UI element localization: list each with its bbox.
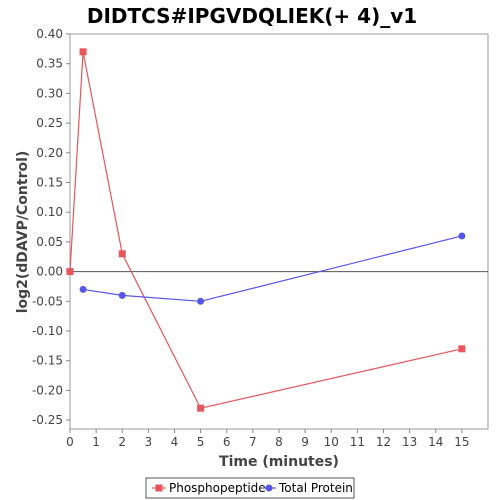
x-tick-label: 2: [118, 435, 126, 449]
x-tick-label: 4: [171, 435, 179, 449]
phosphopeptide-point: [79, 48, 87, 56]
legend-total-protein-label: Total Protein: [278, 481, 353, 495]
x-tick-label: 14: [428, 435, 443, 449]
y-tick-label: -0.15: [32, 354, 63, 368]
y-tick-label: -0.20: [32, 383, 63, 397]
total-protein-series-line: [82, 235, 463, 302]
legend-total-protein-marker: [265, 484, 273, 492]
y-tick-label: -0.25: [32, 413, 63, 427]
y-tick-label: 0.10: [36, 205, 63, 219]
y-axis-label: log2(dDAVP/Control): [15, 151, 31, 314]
y-axis: -0.25 -0.20 -0.15 -0.10 -0.05 0.00 0.05 0.10 0.1…: [32, 27, 70, 427]
x-tick-label: 10: [324, 435, 339, 449]
x-tick-label: 1: [92, 435, 100, 449]
phosphopeptide-point: [118, 250, 126, 258]
x-tick-label: 8: [275, 435, 283, 449]
y-tick-label: 0.35: [36, 57, 63, 71]
total-protein-point: [458, 232, 466, 240]
x-tick-label: 3: [145, 435, 153, 449]
plot-area: [69, 33, 489, 430]
x-tick-label: 13: [402, 435, 417, 449]
y-tick-label: 0.15: [36, 175, 63, 189]
x-axis: 0 1 2 3 4 5 6 7 8 9 10 11 12 13 14 15: [66, 429, 470, 449]
total-protein-point: [118, 291, 126, 299]
chart-title: DIDTCS#IPGVDQLIEK(+ 4)_v1: [87, 4, 417, 28]
x-tick-label: 7: [249, 435, 257, 449]
x-tick-label: 5: [197, 435, 205, 449]
total-protein-point: [197, 297, 205, 305]
y-tick-label: -0.10: [32, 324, 63, 338]
x-tick-label: 12: [376, 435, 391, 449]
x-tick-label: 11: [350, 435, 365, 449]
series-layer: [66, 48, 466, 412]
y-tick-label: -0.05: [32, 294, 63, 308]
x-tick-label: 6: [223, 435, 231, 449]
legend: Phosphopeptide Total Protein: [145, 477, 355, 499]
y-tick-label: 0.25: [36, 116, 63, 130]
x-tick-label: 9: [301, 435, 309, 449]
y-tick-label: 0.40: [36, 27, 63, 41]
legend-box: [145, 477, 355, 499]
x-tick-label: 15: [454, 435, 469, 449]
x-tick-label: 0: [66, 435, 74, 449]
y-tick-label: 0.05: [36, 235, 63, 249]
y-tick-label: 0.00: [36, 265, 63, 279]
phosphopeptide-point: [66, 268, 74, 276]
phosphopeptide-point: [458, 345, 466, 353]
legend-phosphopeptide-marker: [155, 484, 163, 492]
phosphopeptide-point: [197, 404, 205, 412]
y-tick-label: 0.20: [36, 146, 63, 160]
total-protein-point: [79, 285, 87, 293]
legend-phosphopeptide-label: Phosphopeptide: [169, 481, 266, 495]
y-tick-label: 0.30: [36, 86, 63, 100]
x-axis-label: Time (minutes): [219, 454, 339, 470]
